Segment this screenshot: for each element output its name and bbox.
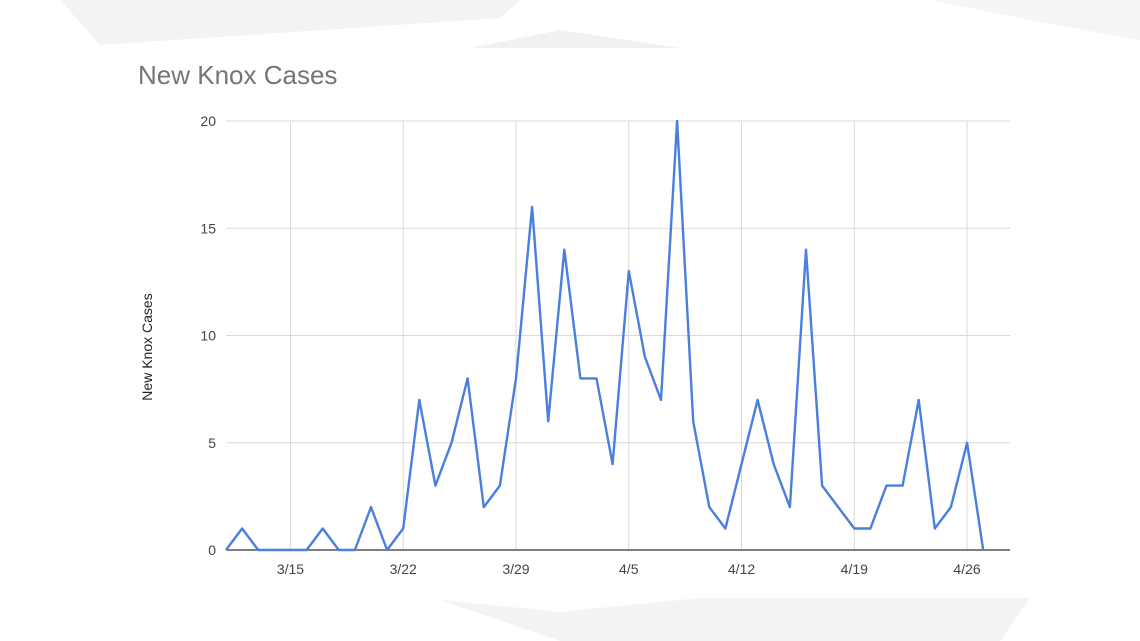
x-tick-label: 4/12 xyxy=(728,561,755,577)
y-tick-label: 20 xyxy=(200,113,216,129)
x-tick-label: 3/15 xyxy=(277,561,304,577)
grid-lines xyxy=(226,120,1010,550)
x-tick-label: 3/22 xyxy=(390,561,417,577)
x-tick-label: 3/29 xyxy=(502,561,529,577)
x-tick-label: 4/5 xyxy=(619,561,639,577)
y-tick-label: 0 xyxy=(208,542,216,558)
tick-labels: 0 5 10 15 20 3/15 3/22 3/29 4/5 4/12 4/19 4/26 xyxy=(200,113,980,577)
y-axis-label: New Knox Cases xyxy=(139,293,155,400)
x-tick-label: 4/19 xyxy=(841,561,868,577)
chart-title: New Knox Cases xyxy=(138,60,338,90)
x-tick-label: 4/26 xyxy=(953,561,980,577)
y-tick-label: 15 xyxy=(200,220,216,236)
data-series xyxy=(225,119,985,552)
y-tick-label: 10 xyxy=(200,328,216,344)
series-line xyxy=(225,119,985,552)
y-tick-label: 5 xyxy=(208,435,216,451)
